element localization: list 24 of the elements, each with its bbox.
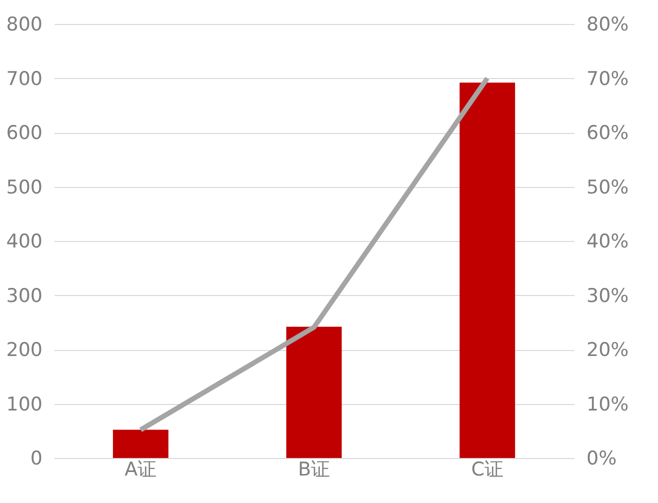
x-tick-label: C证 — [471, 458, 504, 480]
y2-tick-label: 70% — [586, 68, 629, 90]
bar — [460, 82, 516, 458]
y2-tick-label: 50% — [586, 176, 629, 198]
bar — [112, 430, 168, 458]
y-tick-label: 100 — [6, 393, 42, 416]
x-tick-label: A证 — [124, 458, 157, 480]
y-tick-label: 700 — [6, 68, 42, 90]
bar — [286, 326, 342, 458]
y-tick-label: 500 — [6, 176, 42, 198]
y2-tick-label: 0% — [586, 448, 617, 470]
y2-tick-label: 20% — [586, 339, 629, 361]
y-tick-label: 300 — [6, 284, 42, 307]
y-tick-label: 0 — [30, 448, 42, 470]
x-tick-label: B证 — [298, 458, 330, 480]
y-tick-label: 800 — [6, 14, 42, 36]
y-tick-label: 400 — [6, 230, 42, 252]
y2-tick-label: 80% — [586, 14, 629, 36]
y-tick-label: 200 — [6, 339, 42, 361]
y2-tick-label: 30% — [586, 284, 629, 307]
y-tick-label: 600 — [6, 122, 42, 144]
y2-tick-label: 40% — [586, 230, 629, 252]
y2-tick-label: 60% — [586, 122, 629, 144]
y2-tick-label: 10% — [586, 393, 629, 416]
